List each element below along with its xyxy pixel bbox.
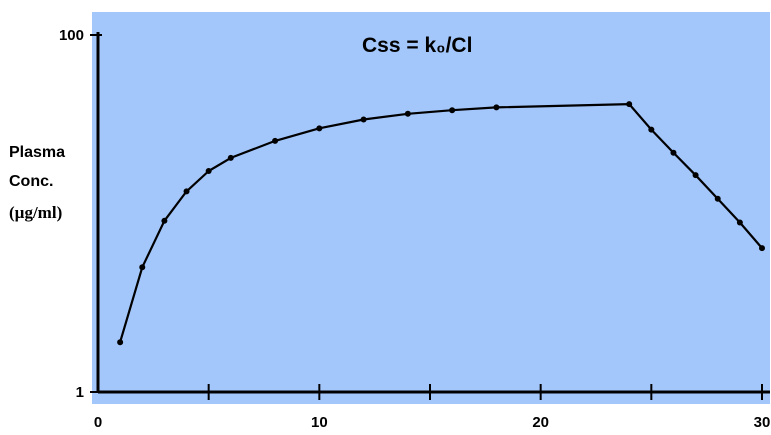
axes: [96, 32, 770, 394]
axis-ticks: [90, 34, 763, 400]
axis-tick-labels: 0 10 20 30 1 100: [59, 27, 770, 431]
data-point: [736, 219, 743, 226]
data-point: [648, 126, 655, 133]
data-point: [360, 116, 367, 123]
data-point: [227, 154, 234, 161]
data-point: [493, 104, 500, 111]
y-axis-label-line-1: Plasma: [9, 144, 66, 161]
data-point: [139, 264, 146, 271]
data-point: [205, 168, 212, 175]
data-point: [272, 137, 279, 144]
x-tick-label: 20: [532, 414, 549, 431]
data-points: [117, 101, 765, 346]
data-point: [626, 101, 633, 108]
x-tick-label: 30: [754, 414, 771, 431]
y-axis-label-line-3: (µg/ml): [9, 203, 63, 222]
y-tick-label: 1: [76, 384, 84, 401]
data-point: [316, 125, 323, 132]
steady-state-formula-annotation: Css = k₀/Cl: [362, 34, 473, 57]
data-point: [183, 188, 190, 195]
data-point: [449, 107, 456, 114]
data-point: [692, 172, 699, 179]
data-point: [117, 339, 124, 346]
y-tick-label: 100: [59, 27, 84, 44]
data-point: [714, 195, 721, 202]
data-point: [404, 110, 411, 117]
plot-background: [92, 12, 770, 404]
data-point: [670, 149, 677, 156]
x-tick-label: 10: [311, 414, 328, 431]
data-point: [161, 217, 168, 224]
data-point: [759, 245, 765, 252]
y-axis-label-line-2: Conc.: [9, 173, 54, 190]
x-tick-label: 0: [94, 414, 102, 431]
